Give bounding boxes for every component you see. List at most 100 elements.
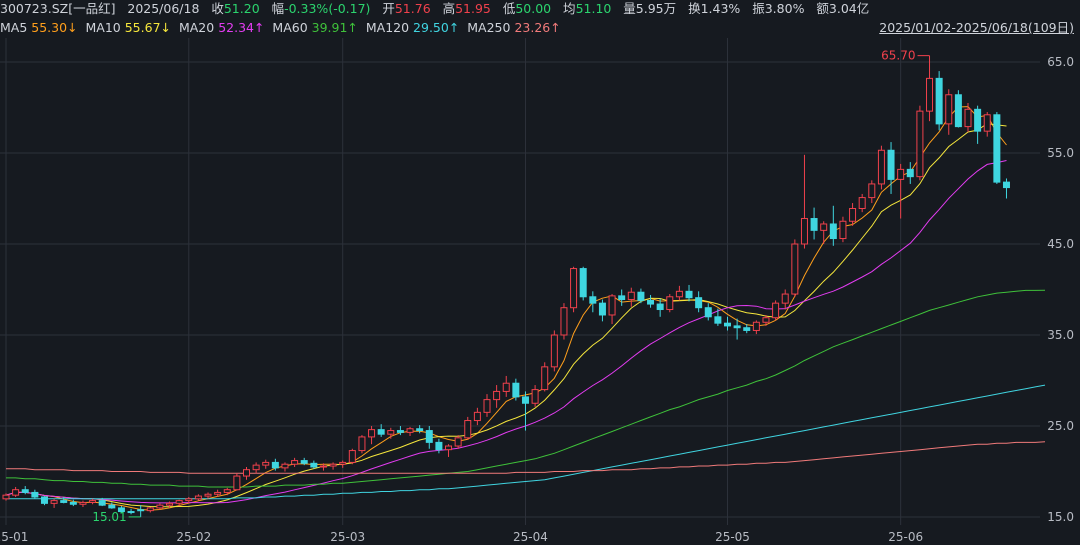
- candle-body: [377, 429, 385, 435]
- candle-body: [637, 291, 645, 301]
- candle-body: [887, 149, 895, 180]
- candle-body: [243, 469, 250, 477]
- turnover-label: 换: [688, 1, 701, 16]
- candle-body: [666, 296, 674, 311]
- candle-body: [810, 218, 818, 231]
- candle-body: [954, 94, 962, 128]
- candle-body: [820, 223, 828, 231]
- candle-body: [387, 430, 395, 435]
- candle-body: [40, 496, 48, 504]
- candle-body: [916, 110, 924, 178]
- candle-body: [281, 463, 289, 469]
- candle-body: [608, 295, 616, 316]
- amount-value: 3.04亿: [828, 1, 870, 16]
- candle-body: [877, 149, 885, 185]
- candle-body: [493, 390, 501, 401]
- candle-body: [733, 325, 741, 329]
- candle-body: [531, 389, 539, 404]
- candle-body: [214, 491, 222, 495]
- open-value: 51.76: [394, 1, 431, 16]
- candle-body: [483, 399, 491, 413]
- candle-body: [598, 302, 606, 316]
- candle-body: [108, 504, 116, 509]
- candle-body: [271, 461, 279, 469]
- candle-body: [868, 183, 876, 199]
- candle-body: [849, 208, 857, 222]
- candle-body: [550, 334, 558, 368]
- candle-body: [502, 382, 510, 392]
- candle-body: [21, 489, 29, 493]
- x-tick-label: 25-05: [715, 530, 750, 544]
- candle-body: [175, 500, 183, 504]
- candle-body: [781, 293, 789, 304]
- candle-body: [262, 461, 270, 466]
- candle-body: [656, 303, 664, 311]
- candle-body: [800, 218, 808, 245]
- y-tick-label: 15.0: [1047, 510, 1074, 524]
- candle-body: [416, 428, 424, 432]
- candle-body: [926, 77, 934, 112]
- candlestick-chart[interactable]: 65.0 55.0 45.0 35.0 25.0 15.0 25-01 25-02 25-03 2…: [0, 38, 1080, 545]
- candle-body: [743, 327, 751, 331]
- candle-body: [570, 268, 578, 309]
- candle-body: [339, 461, 347, 465]
- ma-line-ma20: [5, 160, 1007, 504]
- candle-body: [319, 465, 327, 468]
- candle-body: [12, 489, 20, 496]
- candle-body: [724, 322, 731, 327]
- x-tick-label: 25-03: [330, 530, 365, 544]
- candle-body: [127, 511, 135, 514]
- candle-body: [406, 428, 414, 433]
- candle-body: [935, 77, 943, 125]
- ma-line-ma5: [5, 106, 1007, 511]
- candle-body: [974, 108, 982, 132]
- candle-body: [627, 291, 635, 301]
- candle-body: [714, 316, 722, 324]
- date-range-selector[interactable]: 2025/01/02-2025/06/18(109日): [879, 20, 1074, 35]
- candle-body: [1002, 181, 1010, 189]
- candle-body: [98, 500, 106, 506]
- candle-body: [964, 108, 972, 128]
- candle-body: [791, 243, 799, 295]
- change-value: -0.33%(-0.17): [284, 1, 371, 16]
- candle-body: [445, 445, 453, 451]
- open-label: 开: [382, 1, 395, 16]
- candle-body: [579, 268, 587, 298]
- y-tick-label: 45.0: [1047, 237, 1074, 251]
- candle-body: [137, 509, 145, 512]
- candle-body: [685, 290, 693, 299]
- candle-body: [291, 460, 299, 465]
- ma-line-ma120: [6, 384, 1046, 500]
- low-marker-label: 15.01: [92, 510, 126, 524]
- ma250-label: MA250: [467, 20, 511, 35]
- candle-body: [945, 94, 953, 125]
- candle-body: [772, 302, 780, 319]
- ma120-value: 29.50↑: [413, 20, 460, 35]
- candle-body: [156, 504, 164, 509]
- x-tick-label: 25-06: [888, 530, 923, 544]
- y-tick-label: 55.0: [1047, 146, 1074, 160]
- candle-body: [204, 493, 212, 497]
- low-value: 50.00: [515, 1, 552, 16]
- candle-body: [993, 114, 1001, 183]
- candle-body: [69, 501, 77, 505]
- quote-date: 2025/06/18: [127, 1, 200, 16]
- close-value: 51.20: [223, 1, 260, 16]
- candle-body: [368, 429, 376, 438]
- amplitude-value: 3.80%: [764, 1, 805, 16]
- candle-body: [762, 317, 770, 323]
- candle-body: [675, 290, 683, 298]
- ma20-label: MA20: [178, 20, 215, 35]
- candle-body: [589, 296, 597, 304]
- candle-body: [31, 491, 39, 498]
- turnover-value: 1.43%: [700, 1, 741, 16]
- candle-body: [521, 396, 529, 404]
- candle-body: [233, 475, 241, 491]
- candle-body: [185, 498, 193, 502]
- x-tick-label: 25-04: [513, 530, 548, 544]
- candle-body: [464, 420, 472, 439]
- candle-body: [117, 507, 125, 513]
- avg-label: 均: [563, 1, 576, 16]
- x-tick-label: 25-01: [0, 530, 28, 544]
- y-tick-label: 25.0: [1047, 419, 1074, 433]
